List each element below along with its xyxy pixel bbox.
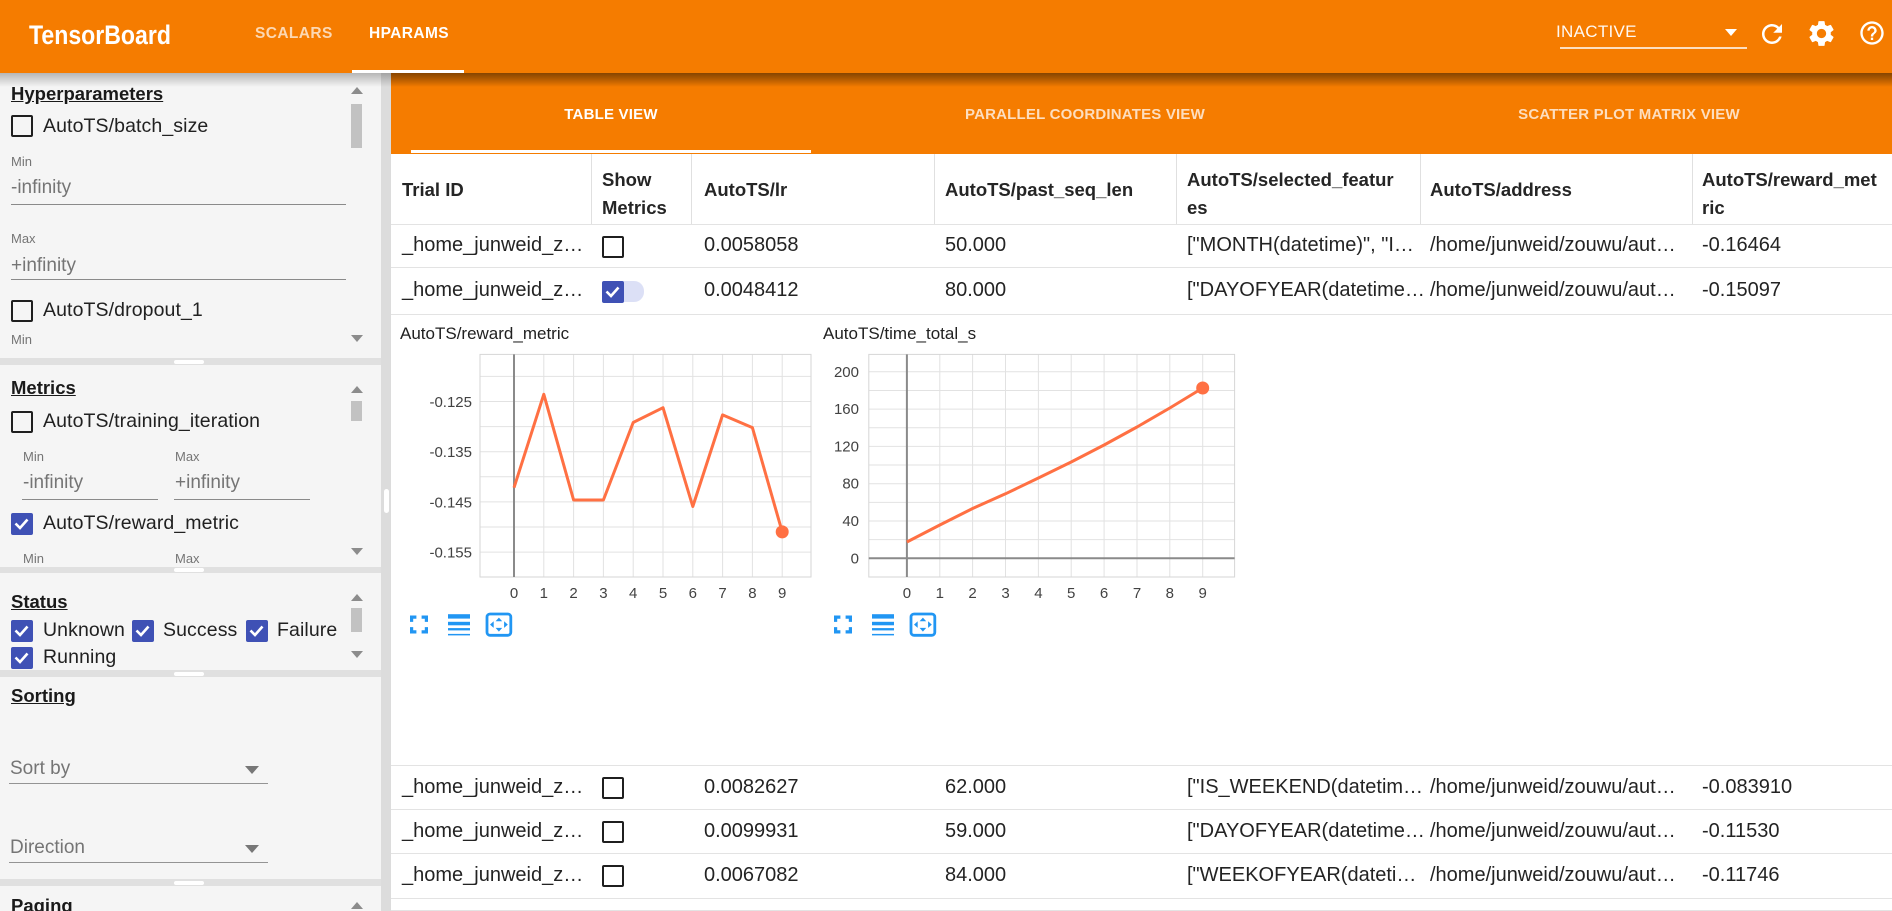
svg-text:8: 8	[748, 585, 756, 602]
svg-text:7: 7	[1133, 585, 1141, 602]
svg-text:4: 4	[629, 585, 637, 602]
svg-text:0: 0	[851, 550, 859, 567]
svg-text:1: 1	[936, 585, 944, 602]
svg-text:1: 1	[540, 585, 548, 602]
svg-text:6: 6	[1100, 585, 1108, 602]
svg-text:0: 0	[903, 585, 911, 602]
svg-text:7: 7	[718, 585, 726, 602]
svg-text:40: 40	[842, 513, 859, 530]
svg-text:9: 9	[1199, 585, 1207, 602]
svg-text:3: 3	[1001, 585, 1009, 602]
svg-text:120: 120	[834, 438, 859, 455]
svg-text:2: 2	[968, 585, 976, 602]
svg-text:200: 200	[834, 364, 859, 381]
svg-text:-0.155: -0.155	[429, 545, 472, 562]
svg-text:-0.135: -0.135	[429, 444, 472, 461]
svg-text:6: 6	[689, 585, 697, 602]
svg-text:0: 0	[510, 585, 518, 602]
svg-text:2: 2	[569, 585, 577, 602]
svg-text:9: 9	[778, 585, 786, 602]
svg-text:160: 160	[834, 401, 859, 418]
svg-text:4: 4	[1034, 585, 1042, 602]
svg-text:-0.125: -0.125	[429, 394, 472, 411]
svg-text:-0.145: -0.145	[429, 494, 472, 511]
svg-text:80: 80	[842, 476, 859, 493]
svg-text:5: 5	[1067, 585, 1075, 602]
svg-text:5: 5	[659, 585, 667, 602]
svg-text:3: 3	[599, 585, 607, 602]
svg-text:8: 8	[1166, 585, 1174, 602]
